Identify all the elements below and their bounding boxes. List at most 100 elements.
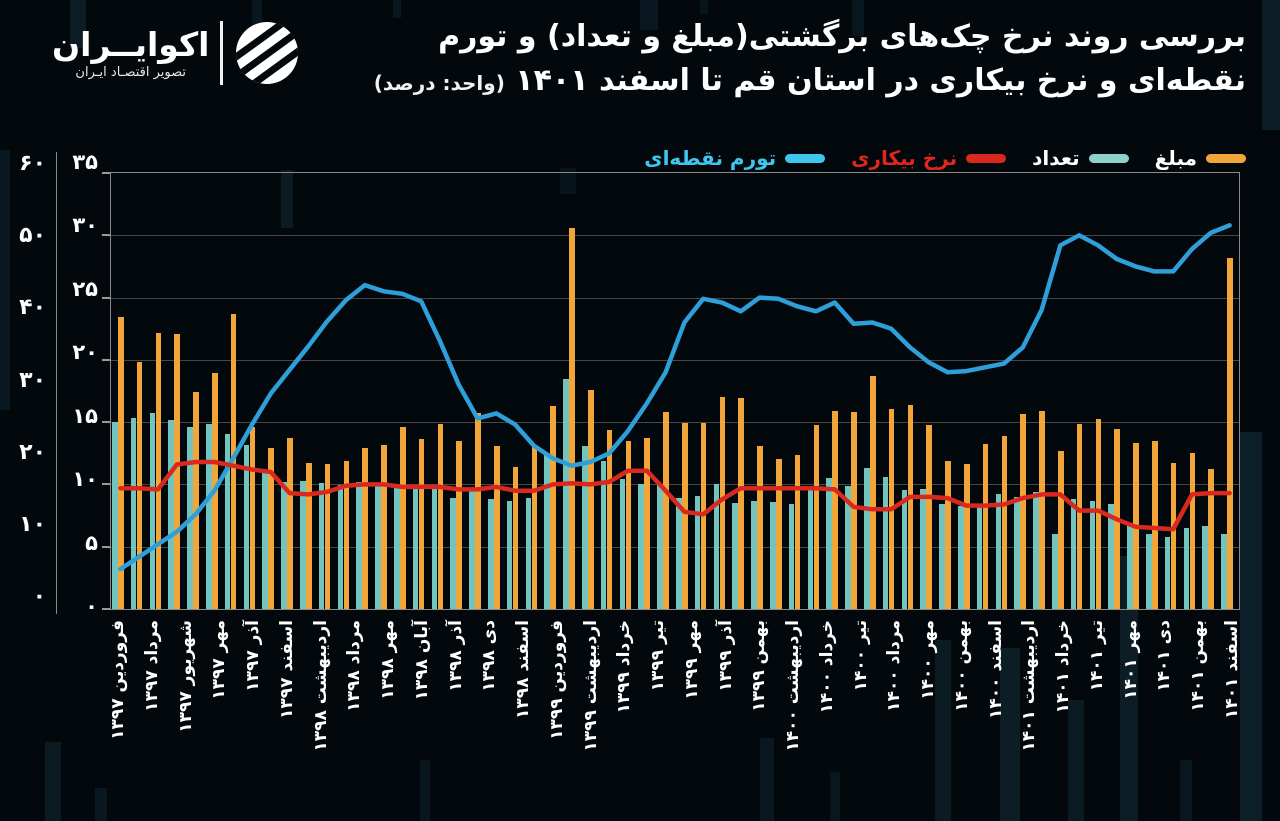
bar-amount xyxy=(550,406,557,609)
x-tick-label: اردیبهشت ۱۴۰۰ xyxy=(783,620,804,752)
background-stripe xyxy=(760,738,774,821)
bar-count xyxy=(205,424,212,609)
background-stripe xyxy=(640,0,658,30)
y-tick-lines: ۲۰ xyxy=(72,340,98,365)
bar-count xyxy=(826,478,833,609)
y-tick-bars: ۴۰ xyxy=(19,295,46,321)
bar-amount xyxy=(1095,419,1102,609)
bar-count xyxy=(318,482,325,609)
bar-amount xyxy=(399,426,406,609)
y-tick-bars: ۶۰ xyxy=(19,151,46,176)
x-tick-label: اسفند ۱۴۰۱ xyxy=(1222,620,1242,719)
bar-amount xyxy=(155,332,162,609)
bar-amount xyxy=(1170,462,1177,609)
x-tick-label: تیر ۱۳۹۹ xyxy=(648,620,669,692)
logo-name: اکوایــران xyxy=(52,24,210,64)
bar-amount xyxy=(813,425,820,609)
y-tick-lines: ۲۵ xyxy=(72,276,98,301)
bar-count xyxy=(1127,523,1133,609)
legend-label: تورم نقطه‌ای xyxy=(644,146,777,170)
bar-amount xyxy=(625,440,632,609)
x-tick-label: مرداد ۱۳۹۸ xyxy=(344,620,365,712)
bar-amount xyxy=(1227,257,1233,609)
x-tick-label: خرداد ۱۳۹۹ xyxy=(614,620,635,714)
x-tick-label: مرداد ۱۳۹۷ xyxy=(141,620,162,712)
bar-count xyxy=(1033,492,1039,609)
bar-amount xyxy=(719,397,726,609)
x-tick-label: اردیبهشت ۱۴۰۱ xyxy=(1019,620,1040,752)
background-stripe xyxy=(95,788,107,821)
background-stripe xyxy=(1240,432,1262,821)
x-tick-label: دی ۱۳۹۸ xyxy=(479,620,500,692)
bar-amount xyxy=(381,445,387,609)
x-tick-label: شهریور ۱۳۹۷ xyxy=(175,620,196,733)
chart-unit-label: (واحد: درصد) xyxy=(373,70,505,95)
x-tick-label: آذر ۱۳۹۷ xyxy=(243,620,264,692)
bar-amount xyxy=(174,333,181,609)
logo-text-block: اکوایــران تصویر اقتصـاد ایـران xyxy=(52,24,210,80)
bar-count xyxy=(845,485,851,609)
bar-count xyxy=(525,497,532,609)
bar-count xyxy=(563,378,569,609)
bar-amount xyxy=(569,228,575,609)
bar-amount xyxy=(1020,414,1027,609)
y-tick-lines: ۳۰ xyxy=(72,213,98,238)
bar-amount xyxy=(1057,451,1064,609)
x-tick-label: مهر ۱۳۹۸ xyxy=(378,620,399,700)
y-tick-bars: ۰ xyxy=(32,584,46,610)
bar-amount xyxy=(832,411,839,609)
bar-amount xyxy=(531,445,538,609)
background-stripe xyxy=(1180,760,1192,821)
x-tick-label: تیر ۱۴۰۰ xyxy=(850,620,871,692)
bar-count xyxy=(995,493,1002,609)
bar-amount xyxy=(193,391,199,609)
bar-count xyxy=(882,476,889,609)
bar-count xyxy=(393,485,400,609)
bar-amount xyxy=(851,411,857,609)
bar-amount xyxy=(1208,468,1215,609)
legend-swatch-icon xyxy=(966,153,1007,163)
bar-count xyxy=(431,489,438,609)
background-stripe xyxy=(1068,700,1084,821)
legend-label: تعداد xyxy=(1032,146,1080,170)
bar-count xyxy=(130,417,137,609)
background-stripe xyxy=(1000,648,1020,821)
bar-amount xyxy=(324,464,331,609)
bar-amount xyxy=(493,445,500,609)
bar-count xyxy=(957,505,964,609)
x-tick-label: آذر ۱۳۹۹ xyxy=(715,620,736,692)
bar-count xyxy=(224,434,231,609)
bar-count xyxy=(111,421,118,609)
x-tick-label: بهمن ۱۴۰۱ xyxy=(1188,620,1209,712)
bar-amount xyxy=(982,444,989,609)
bar-count xyxy=(732,502,739,609)
bar-amount xyxy=(907,404,914,609)
y-axis-separator xyxy=(56,152,57,614)
y-tick-lines: ۰ xyxy=(85,594,98,618)
bar-count xyxy=(168,420,175,609)
bar-amount xyxy=(305,462,312,609)
bar-count xyxy=(1070,499,1077,609)
x-tick-label: اسفند ۱۳۹۸ xyxy=(513,620,534,719)
x-tick-label: آذر ۱۳۹۸ xyxy=(445,620,466,692)
bar-count xyxy=(713,483,720,609)
bar-count xyxy=(1202,526,1209,609)
bar-amount xyxy=(456,440,463,609)
x-tick-label: مهر ۱۳۹۹ xyxy=(681,620,702,700)
bar-amount xyxy=(644,437,651,609)
x-tick-label: اسفند ۱۴۰۰ xyxy=(985,620,1006,719)
background-stripe xyxy=(281,170,293,228)
bar-amount xyxy=(738,397,745,609)
axis-tick-mark xyxy=(102,483,110,486)
background-stripe xyxy=(45,742,61,821)
axis-tick-mark xyxy=(102,296,110,299)
y-tick-lines: ۳۵ xyxy=(72,150,98,174)
axis-tick-mark xyxy=(102,172,110,175)
bar-count xyxy=(412,487,419,609)
ecoiran-circle-icon xyxy=(234,20,301,86)
bar-count xyxy=(450,498,457,609)
x-tick-label: بهمن ۱۴۰۰ xyxy=(951,620,972,712)
bar-count xyxy=(149,412,156,609)
bar-count xyxy=(939,504,945,609)
